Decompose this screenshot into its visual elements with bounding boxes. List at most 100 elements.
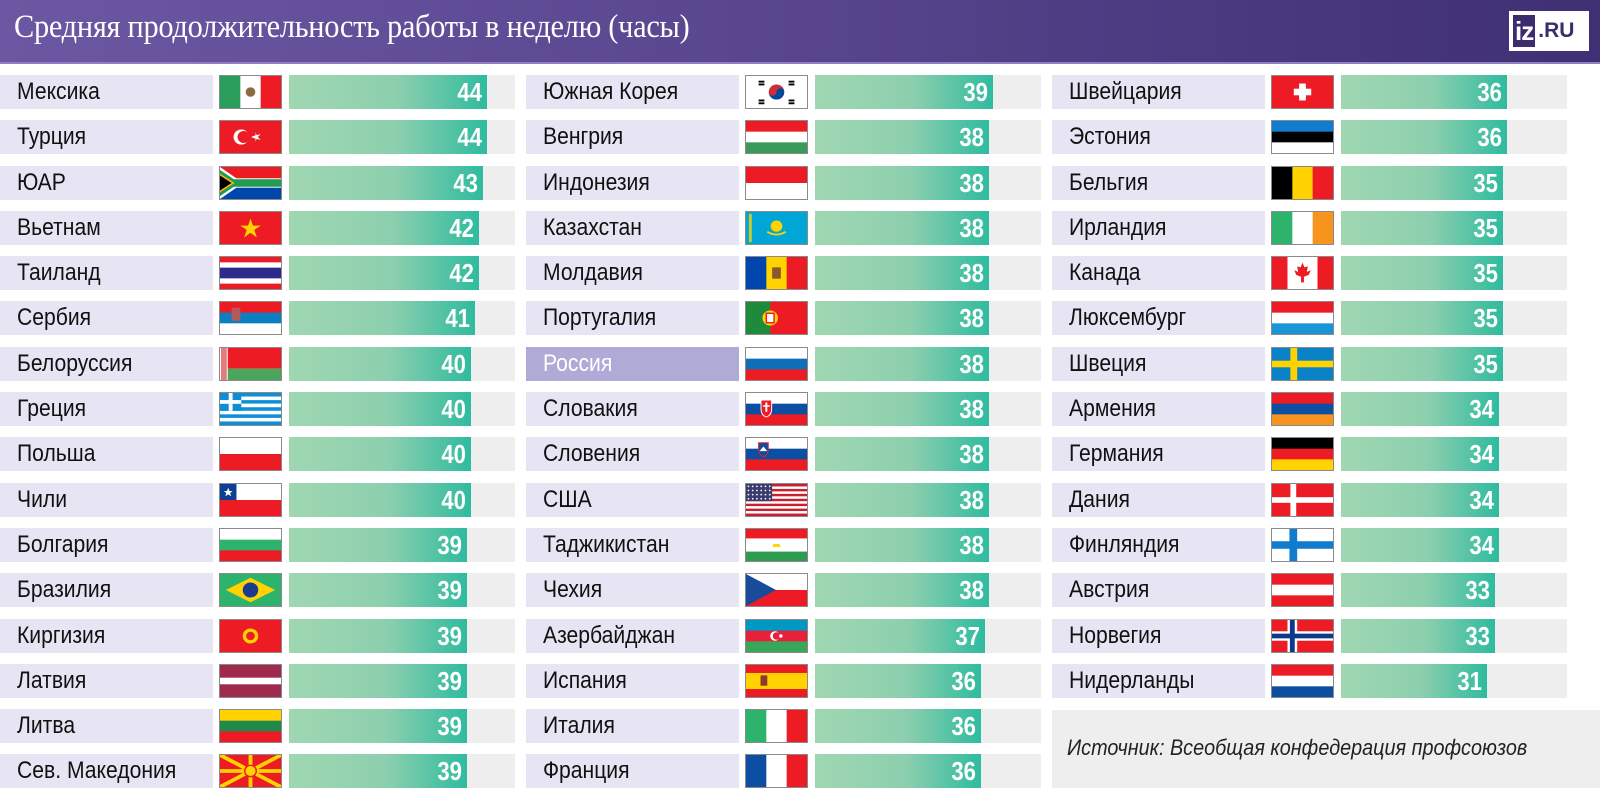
bar-value: 35 bbox=[1473, 258, 1498, 289]
country-label: Греция bbox=[0, 392, 213, 427]
country-name: Болгария bbox=[17, 530, 109, 558]
bar-value: 39 bbox=[963, 77, 988, 107]
bar-row: Латвия 39 bbox=[0, 663, 526, 698]
bar-value: 36 bbox=[1477, 122, 1502, 153]
bar-value: 41 bbox=[445, 303, 470, 334]
flag-za-icon bbox=[219, 165, 282, 200]
bar-value: 38 bbox=[959, 122, 984, 153]
country-label: Белоруссия bbox=[0, 346, 213, 381]
country-label: Таджикистан bbox=[526, 527, 739, 562]
bar-track: 42 bbox=[289, 210, 515, 245]
flag-be-icon bbox=[1271, 165, 1334, 200]
bar-value: 44 bbox=[457, 122, 482, 153]
bar-value: 38 bbox=[959, 303, 984, 334]
flag-ee-icon bbox=[1271, 120, 1334, 155]
country-name: Молдавия bbox=[543, 259, 643, 287]
country-name: Киргизия bbox=[17, 621, 106, 649]
country-name: Белоруссия bbox=[17, 349, 133, 377]
bar-row: Азербайджан 37 bbox=[526, 618, 1052, 653]
bar: 40 bbox=[289, 437, 471, 472]
bar-value: 38 bbox=[959, 575, 984, 606]
logo-ru-text: .RU bbox=[1538, 19, 1575, 42]
country-label: Венгрия bbox=[526, 120, 739, 155]
bar: 36 bbox=[1341, 120, 1507, 155]
bar: 34 bbox=[1341, 437, 1499, 472]
bar-value: 40 bbox=[441, 348, 466, 379]
bar-row: Бельгия 35 bbox=[1052, 165, 1578, 200]
bar-row: Таиланд 42 bbox=[0, 256, 526, 291]
bar: 38 bbox=[815, 437, 989, 472]
bar-row: Нидерланды 31 bbox=[1052, 663, 1578, 698]
bar-track: 38 bbox=[815, 527, 1041, 562]
bar: 34 bbox=[1341, 392, 1499, 427]
flag-de-icon bbox=[1271, 437, 1334, 472]
bar-track: 38 bbox=[815, 437, 1041, 472]
bar-value: 44 bbox=[457, 77, 482, 107]
bar-value: 34 bbox=[1469, 529, 1494, 560]
flag-bg-icon bbox=[219, 527, 282, 562]
bar-row: Словакия 38 bbox=[526, 392, 1052, 427]
bar-track: 39 bbox=[289, 663, 515, 698]
country-label: Казахстан bbox=[526, 210, 739, 245]
bar-track: 31 bbox=[1341, 663, 1567, 698]
bar-track: 40 bbox=[289, 437, 515, 472]
country-name: Нидерланды bbox=[1069, 666, 1195, 694]
country-name: Турция bbox=[17, 123, 87, 151]
flag-rs-icon bbox=[219, 301, 282, 336]
country-label: Мексика bbox=[0, 75, 213, 109]
bar-value: 39 bbox=[437, 575, 462, 606]
country-label: Армения bbox=[1052, 392, 1265, 427]
country-label: Таиланд bbox=[0, 256, 213, 291]
country-name: Швеция bbox=[1069, 349, 1147, 377]
bar: 42 bbox=[289, 256, 479, 291]
country-label: Болгария bbox=[0, 527, 213, 562]
flag-kr-icon bbox=[745, 75, 808, 109]
bar: 36 bbox=[1341, 75, 1507, 109]
flag-id-icon bbox=[745, 165, 808, 200]
bar-row: Сербия 41 bbox=[0, 301, 526, 336]
country-name: Сербия bbox=[17, 304, 92, 332]
country-label: Дания bbox=[1052, 482, 1265, 517]
bar: 38 bbox=[815, 120, 989, 155]
bar: 39 bbox=[815, 75, 993, 109]
bar-row: Бразилия 39 bbox=[0, 573, 526, 608]
bar: 33 bbox=[1341, 573, 1495, 608]
bar-track: 36 bbox=[815, 709, 1041, 744]
bar-row: Мексика 44 bbox=[0, 75, 526, 109]
bar-track: 38 bbox=[815, 573, 1041, 608]
bar-value: 33 bbox=[1465, 620, 1490, 651]
flag-no-icon bbox=[1271, 618, 1334, 653]
bar: 35 bbox=[1341, 256, 1503, 291]
bar-track: 39 bbox=[815, 75, 1041, 109]
country-name: США bbox=[543, 485, 592, 513]
country-label: Австрия bbox=[1052, 573, 1265, 608]
flag-nl-icon bbox=[1271, 663, 1334, 698]
country-label: Норвегия bbox=[1052, 618, 1265, 653]
bar-track: 35 bbox=[1341, 210, 1567, 245]
bar: 35 bbox=[1341, 301, 1503, 336]
bar-track: 40 bbox=[289, 346, 515, 381]
country-name: Вьетнам bbox=[17, 213, 101, 241]
bar-value: 33 bbox=[1465, 575, 1490, 606]
bar-row: Киргизия 39 bbox=[0, 618, 526, 653]
bar-track: 35 bbox=[1341, 301, 1567, 336]
bar-value: 36 bbox=[951, 756, 976, 787]
bar-track: 35 bbox=[1341, 256, 1567, 291]
flag-si-icon bbox=[745, 437, 808, 472]
bar-row: Казахстан 38 bbox=[526, 210, 1052, 245]
bar-value: 40 bbox=[441, 439, 466, 470]
column-2: Южная Корея 39 Венгрия 38 Индонезия 38 Казахст… bbox=[526, 75, 1052, 800]
country-label: Нидерланды bbox=[1052, 663, 1265, 698]
bar-value: 40 bbox=[441, 394, 466, 425]
country-label: Азербайджан bbox=[526, 618, 739, 653]
country-label: Швейцария bbox=[1052, 75, 1265, 109]
country-label: Испания bbox=[526, 663, 739, 698]
bar: 39 bbox=[289, 754, 467, 789]
bar: 35 bbox=[1341, 210, 1503, 245]
bar: 44 bbox=[289, 120, 487, 155]
bar-value: 37 bbox=[955, 620, 980, 651]
bar-track: 42 bbox=[289, 256, 515, 291]
bar-row: Эстония 36 bbox=[1052, 120, 1578, 155]
bar-row: Турция 44 bbox=[0, 120, 526, 155]
country-name: Чехия bbox=[543, 576, 603, 604]
